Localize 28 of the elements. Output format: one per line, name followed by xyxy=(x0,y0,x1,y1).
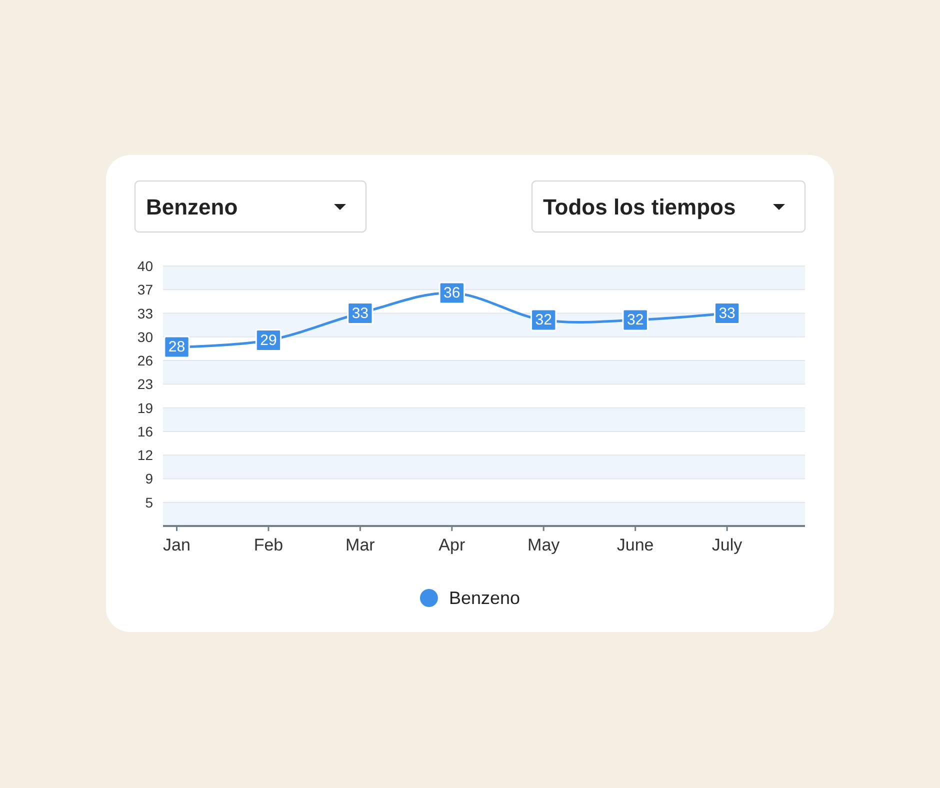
y-tick-label: 30 xyxy=(137,328,154,345)
y-tick-label: 16 xyxy=(137,423,154,440)
y-tick-label: 40 xyxy=(137,258,154,274)
x-tick-label: July xyxy=(712,536,743,554)
y-tick-label: 5 xyxy=(145,494,154,510)
x-tick-label: June xyxy=(616,536,654,554)
y-tick-label: 37 xyxy=(137,282,154,298)
y-tick-label: 33 xyxy=(137,305,154,322)
data-label: 29 xyxy=(260,332,277,349)
data-label: 32 xyxy=(626,312,644,329)
y-tick-label: 23 xyxy=(137,376,154,392)
y-tick-label: 19 xyxy=(137,400,154,416)
y-tick-label: 12 xyxy=(137,447,154,464)
text: Benzeno xyxy=(146,194,238,220)
y-tick-label: 9 xyxy=(145,470,154,487)
x-tick-label: May xyxy=(528,536,560,554)
y-tick-label: 26 xyxy=(137,352,154,369)
data-label: 33 xyxy=(352,304,369,322)
legend-label: Benzeno xyxy=(448,588,520,608)
data-label: 33 xyxy=(718,304,736,322)
x-tick-label: Mar xyxy=(346,536,376,554)
data-label: 36 xyxy=(444,284,460,302)
text: Todos los tiempos xyxy=(543,194,736,220)
x-tick-label: Feb xyxy=(254,536,284,554)
x-tick-label: Apr xyxy=(438,536,466,554)
data-label: 32 xyxy=(535,312,552,329)
data-label: 28 xyxy=(168,338,186,356)
x-tick-label: Jan xyxy=(163,536,190,554)
